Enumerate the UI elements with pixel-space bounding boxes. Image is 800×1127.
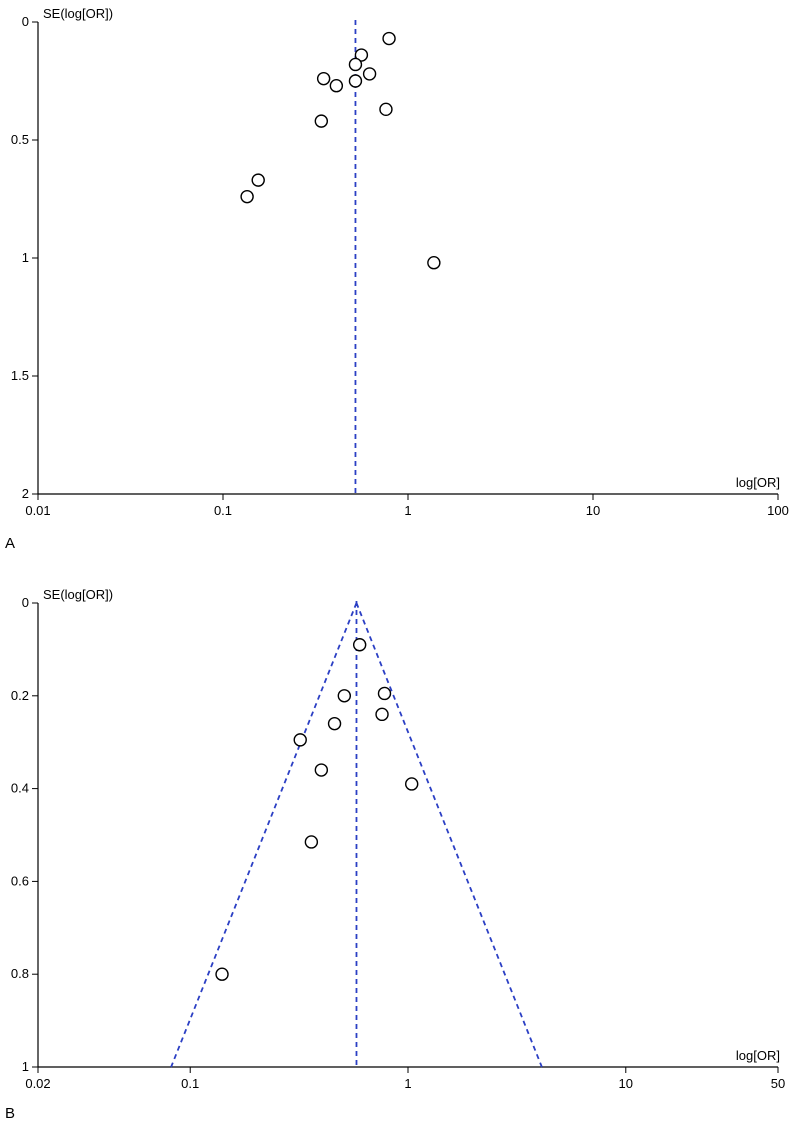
chart-0-study-point [427,256,441,270]
chart-0-study-point [354,48,369,62]
funnel-plot-b: 0 0.2 0.4 0.6 0.8 1 0.02 0.1 1 10 50 SE(log[OR]) log… [5,587,785,1122]
chart-0-y-tick-label: 1.5 [11,368,29,383]
chart-1-x-tick-label: 50 [771,1076,785,1091]
chart-1-study-point [293,733,307,747]
chart-0-study-point [348,57,363,72]
chart-1-study-point [215,967,229,981]
chart-1-y-axis-title: SE(log[OR]) [43,587,113,602]
chart-0-x-tick-label: 0.01 [25,503,50,518]
chart-0-y-tick-label: 0 [22,14,29,29]
chart-1-study-point [314,763,329,777]
chart-1-study-point [352,638,367,652]
chart-1-y-tick-label: 0.6 [11,873,29,888]
chart-1-study-point [375,707,389,722]
chart-0-x-axis-title: log[OR] [736,475,780,490]
chart-0-x-tick-label: 1 [404,503,411,518]
chart-0-study-point [348,74,363,88]
chart-1-y-tick-label: 0.4 [11,781,29,796]
chart-1-study-point [327,716,342,731]
chart-1-x-tick-label: 0.1 [181,1076,199,1091]
chart-0-study-point [382,31,396,46]
chart-0-y-tick-label: 0.5 [11,132,29,147]
chart-1-x-tick-label: 1 [404,1076,411,1091]
chart-1-y-tick-label: 1 [22,1059,29,1074]
chart-1-study-point [377,686,392,701]
chart-1-y-tick-label: 0.8 [11,966,29,981]
chart-1-study-point [304,835,319,849]
chart-0-study-point [379,102,393,117]
chart-1-funnel-left-limit [170,602,358,1068]
chart-0-panel-label: A [5,535,15,552]
funnel-plot-a: 0 0.5 1 1.5 2 0.01 0.1 1 10 100 SE(log[OR]) log[OR]… [5,6,789,552]
chart-0-study-point [329,79,344,93]
chart-1-y-tick-label: 0.2 [11,688,29,703]
chart-0-y-tick-label: 1 [22,250,29,265]
chart-1-x-axis-title: log[OR] [736,1048,780,1063]
chart-0-x-tick-label: 100 [767,503,789,518]
chart-1-y-tick-label: 0 [22,595,29,610]
chart-0-x-tick-label: 0.1 [214,503,232,518]
chart-1-study-point [405,777,419,791]
chart-1-panel-label: B [5,1105,15,1122]
chart-1-funnel-right-limit [355,602,543,1068]
chart-0-y-axis-title: SE(log[OR]) [43,6,113,21]
chart-1-x-tick-label: 0.02 [25,1076,50,1091]
chart-0-study-point [362,67,377,81]
chart-0-study-point [251,173,265,187]
chart-0-study-point [316,71,331,86]
chart-0-x-tick-label: 10 [586,503,600,518]
chart-1-x-tick-label: 10 [619,1076,633,1091]
chart-0-y-tick-label: 2 [22,486,29,501]
chart-0-study-point [240,189,254,204]
chart-0-study-point [314,114,329,128]
chart-1-study-point [337,689,352,703]
